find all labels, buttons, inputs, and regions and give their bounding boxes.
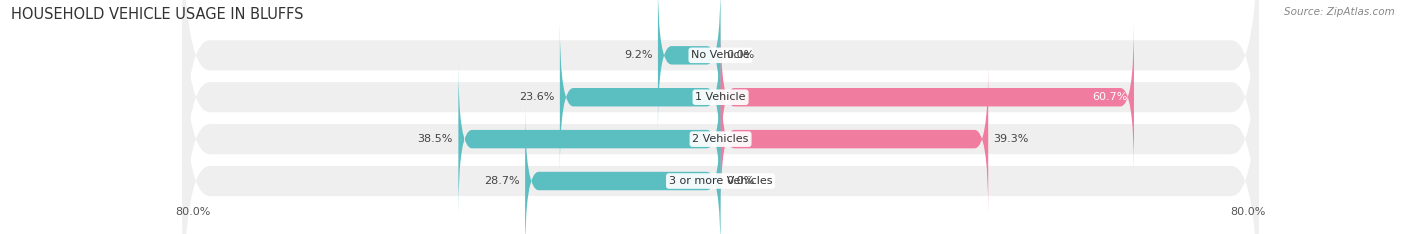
Text: 2 Vehicles: 2 Vehicles xyxy=(692,134,749,144)
FancyBboxPatch shape xyxy=(658,0,721,130)
FancyBboxPatch shape xyxy=(183,0,1258,208)
Text: 23.6%: 23.6% xyxy=(519,92,554,102)
Text: 80.0%: 80.0% xyxy=(176,207,211,217)
Text: 0.0%: 0.0% xyxy=(725,50,754,60)
Text: Source: ZipAtlas.com: Source: ZipAtlas.com xyxy=(1284,7,1395,17)
Text: 28.7%: 28.7% xyxy=(484,176,520,186)
FancyBboxPatch shape xyxy=(560,23,721,172)
FancyBboxPatch shape xyxy=(183,0,1258,234)
Text: 38.5%: 38.5% xyxy=(418,134,453,144)
FancyBboxPatch shape xyxy=(721,23,1135,172)
Text: 39.3%: 39.3% xyxy=(994,134,1029,144)
Text: 9.2%: 9.2% xyxy=(624,50,652,60)
FancyBboxPatch shape xyxy=(524,106,721,234)
Text: 1 Vehicle: 1 Vehicle xyxy=(696,92,745,102)
Text: HOUSEHOLD VEHICLE USAGE IN BLUFFS: HOUSEHOLD VEHICLE USAGE IN BLUFFS xyxy=(11,7,304,22)
FancyBboxPatch shape xyxy=(183,29,1258,234)
FancyBboxPatch shape xyxy=(721,65,988,214)
FancyBboxPatch shape xyxy=(458,65,721,214)
Text: 0.0%: 0.0% xyxy=(725,176,754,186)
Text: 80.0%: 80.0% xyxy=(1230,207,1265,217)
Text: 60.7%: 60.7% xyxy=(1092,92,1128,102)
Text: No Vehicle: No Vehicle xyxy=(692,50,749,60)
Text: 3 or more Vehicles: 3 or more Vehicles xyxy=(669,176,772,186)
FancyBboxPatch shape xyxy=(183,0,1258,234)
